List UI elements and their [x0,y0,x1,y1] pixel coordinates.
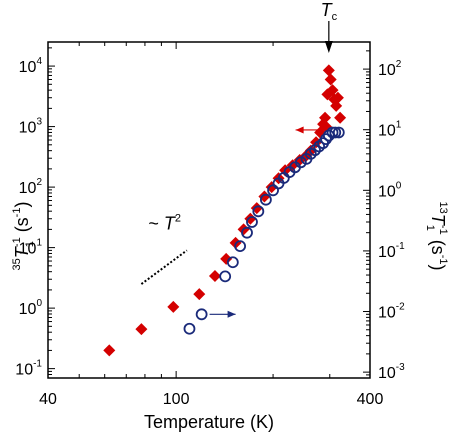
right-y-tick-label: 100 [378,180,402,200]
annotations: Tc ~ T2 [140,0,338,318]
left-y-tick-label: 100 [19,298,43,318]
right-y-tick-label: 101 [378,120,402,140]
left-y-tick-label: 102 [19,177,43,197]
tick-marks [47,42,371,379]
x-tick-label: 400 [357,391,384,408]
circle-marker [246,216,258,228]
diamond-marker [324,73,337,86]
circle-marker [234,240,247,253]
circle-marker [183,322,196,335]
circle-marker [259,193,272,206]
left-y-tick-label: 103 [19,117,43,137]
tc-label: Tc [321,0,338,23]
right-y-tick-label: 10-2 [378,302,405,322]
circle-marker [329,126,342,139]
left-y-tick-label: 104 [19,56,43,76]
circle-marker [219,270,232,283]
circle-marker [252,205,265,218]
x-axis-title: Temperature (K) [144,412,274,432]
y-axis-title-left: 35T1-1 (s-1) [11,202,36,271]
right-y-tick-label: 10-3 [378,362,405,382]
left-y-tick-label: 10-1 [15,359,42,379]
circle-marker [226,256,239,269]
diamond-marker [135,323,148,336]
diamond-marker [326,84,339,97]
tick-labels: 40 100 400 10-1 100 101 102 103 104 10-3 10-2 10-1 1… [15,56,405,408]
x-tick-label: 100 [163,391,190,408]
diamond-marker [319,111,332,124]
left-y-tick-label: 101 [19,238,43,258]
y-axis-title-right: 13T1-1 (s-1) [424,202,449,271]
diamond-marker [334,111,347,124]
circle-marker [332,126,345,139]
right-y-tick-label: 102 [378,59,402,79]
circle-marker [195,308,208,321]
tc-arrow-head [324,41,333,53]
diamond-marker [330,99,343,112]
circle-marker [241,226,253,239]
x-tick-label: 40 [39,391,57,408]
right-axis-arrow-head [227,310,236,318]
diamond-marker [193,288,206,301]
right-y-tick-label: 10-1 [378,241,405,261]
data-marks [103,64,347,357]
diamond-marker [322,64,335,77]
diamond-marker [220,252,233,265]
left-axis-arrow-head [295,126,304,134]
circle-marker [320,133,332,145]
diamond-marker [208,269,221,282]
diamond-marker [331,91,344,104]
plot-frame [47,41,371,379]
diamond-marker [103,344,116,357]
slope-label: ~ T2 [148,212,181,233]
diamond-marker [167,300,180,313]
slope-guide-line [140,249,188,285]
